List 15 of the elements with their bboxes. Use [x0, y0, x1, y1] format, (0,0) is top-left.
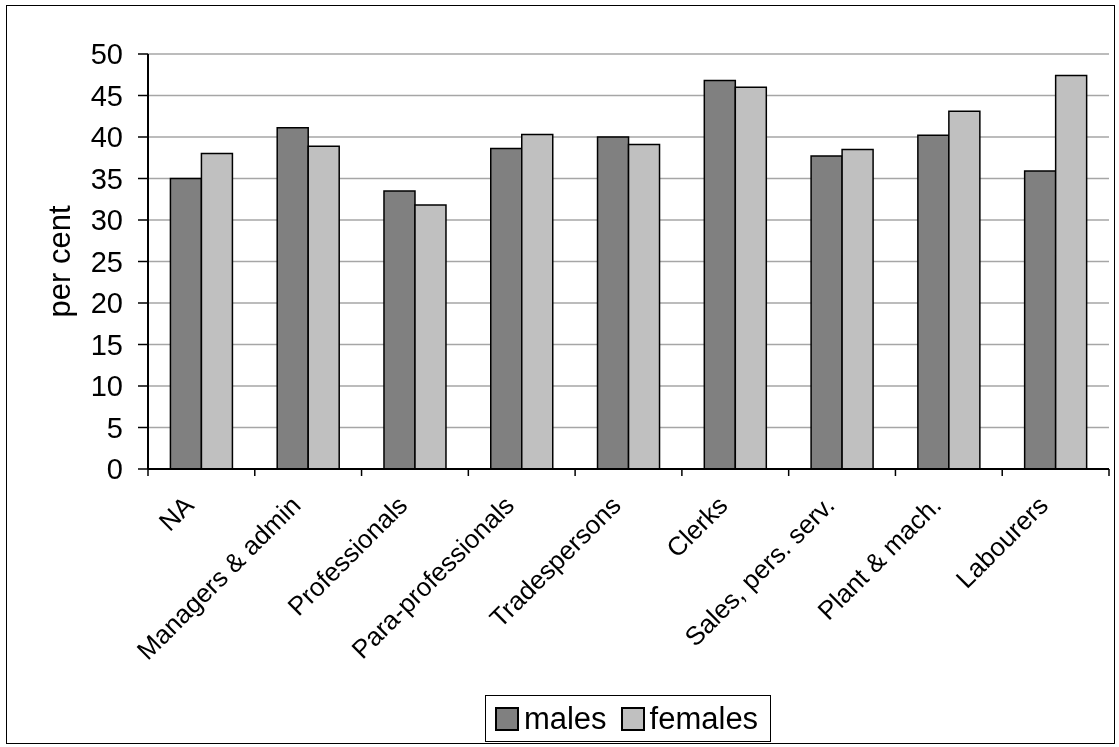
x-tick-label: NA [152, 489, 201, 537]
y-axis-title: per cent [41, 205, 77, 318]
y-tick-label: 40 [90, 121, 123, 153]
y-tick-label: 30 [90, 204, 123, 236]
y-tick-label: 50 [90, 38, 123, 70]
y-tick-label: 35 [90, 162, 123, 195]
legend-label: males [523, 700, 607, 737]
y-tick-label: 10 [90, 370, 123, 402]
y-tick-label: 45 [90, 79, 123, 112]
legend-label: females [649, 700, 759, 737]
y-tick-label: 0 [106, 453, 123, 485]
y-tick-label: 20 [90, 287, 123, 319]
y-tick-label: 15 [90, 328, 123, 361]
y-tick-label: 25 [90, 245, 123, 278]
y-tick-label: 5 [106, 411, 123, 444]
